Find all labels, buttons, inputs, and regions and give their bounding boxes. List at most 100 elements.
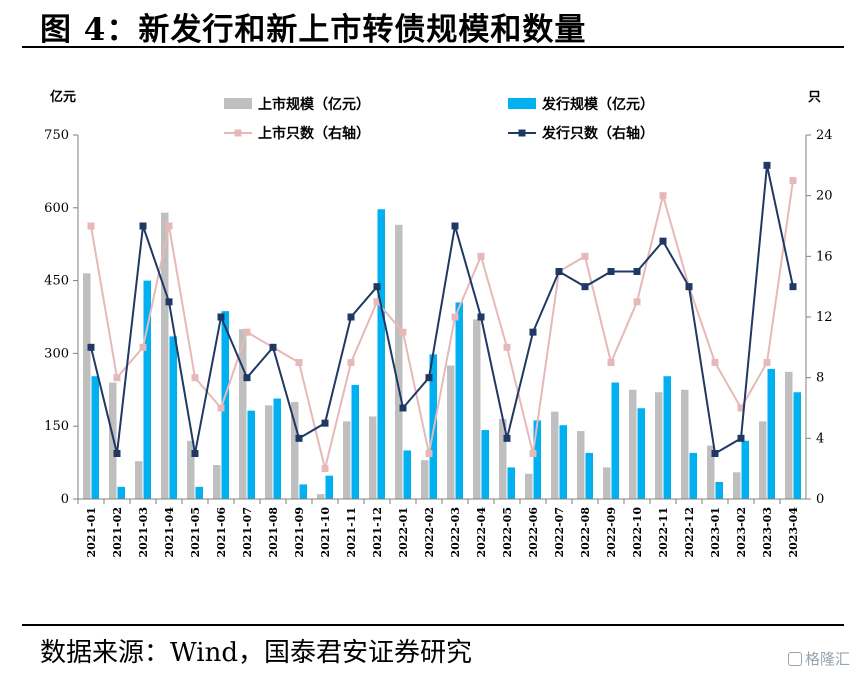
y-right-unit: 只 (808, 90, 821, 105)
marker-listed-count (763, 359, 771, 366)
legend-listed-count-marker (234, 129, 242, 137)
bar-listed-scale (655, 392, 663, 499)
marker-issued-count (477, 313, 485, 321)
bar-listed-scale (291, 401, 299, 499)
x-tick-label: 2023-04 (787, 507, 800, 558)
x-tick-label: 2021-12 (371, 507, 384, 558)
bar-issued-scale (559, 425, 567, 499)
bar-issued-scale (169, 336, 177, 499)
bar-listed-scale (187, 440, 195, 499)
marker-issued-count (607, 268, 615, 275)
bar-issued-scale (91, 376, 99, 499)
marker-listed-count (191, 374, 199, 382)
x-tick-label: 2022-06 (527, 507, 540, 558)
bar-listed-scale (447, 365, 455, 499)
top-rule (22, 46, 844, 48)
marker-listed-count (139, 343, 147, 351)
legend-issued-count-marker (518, 129, 526, 137)
x-tick-label: 2022-09 (605, 507, 618, 558)
marker-issued-count (269, 343, 277, 351)
marker-listed-count (581, 252, 589, 260)
x-tick-label: 2021-01 (85, 507, 98, 558)
line-listed-count (90, 180, 794, 469)
x-tick-label: 2022-05 (501, 507, 514, 558)
y-right-tick-label: 4 (816, 431, 824, 446)
y-right-tick-label: 8 (816, 371, 824, 386)
y-left-unit: 亿元 (50, 89, 76, 105)
marker-listed-count (789, 177, 797, 184)
x-tick-label: 2021-05 (189, 507, 202, 558)
legend-issued-scale-label: 发行规模（亿元） (541, 96, 654, 113)
marker-issued-count (243, 374, 251, 382)
bar-issued-scale (455, 302, 463, 499)
marker-listed-count (321, 465, 329, 473)
bar-listed-scale (83, 273, 91, 499)
x-tick-label: 2021-02 (111, 507, 124, 558)
watermark-text: 格隆汇 (805, 650, 851, 668)
y-left-tick-label: 750 (44, 128, 69, 143)
marker-issued-count (191, 450, 199, 457)
bar-issued-scale (715, 482, 723, 499)
y-left-tick-label: 450 (44, 274, 69, 289)
marker-listed-count (399, 328, 407, 336)
marker-listed-count (217, 404, 225, 412)
y-right-tick-label: 24 (816, 128, 833, 143)
marker-issued-count (373, 283, 381, 291)
bar-listed-scale (395, 224, 403, 499)
source-note: 数据来源：Wind，国泰君安证券研究 (40, 638, 472, 668)
chart: 上市规模（亿元） 发行规模（亿元） 上市只数（右轴） 发行只数（右轴） 亿元 只 0 1… (44, 89, 832, 558)
marker-issued-count (295, 434, 303, 442)
axes: 0 150 300 450 600 750 0 4 8 12 16 20 24 2021-01 2021-0… (44, 128, 832, 558)
x-tick-label: 2021-08 (267, 507, 280, 558)
legend: 上市规模（亿元） 发行规模（亿元） 上市只数（右轴） 发行只数（右轴） (224, 96, 654, 142)
bar-listed-scale (499, 418, 507, 499)
x-tick-label: 2022-12 (683, 507, 696, 558)
marker-listed-count (87, 222, 95, 230)
marker-issued-count (451, 222, 459, 230)
legend-listed-count-label: 上市只数（右轴） (258, 125, 370, 142)
bar-issued-scale (117, 486, 125, 499)
marker-issued-count (633, 268, 641, 275)
marker-issued-count (165, 298, 173, 306)
marker-issued-count (711, 450, 719, 457)
marker-issued-count (685, 283, 693, 291)
bar-issued-scale (689, 452, 697, 499)
legend-listed-scale-swatch (224, 98, 252, 109)
x-tick-label: 2021-04 (163, 507, 176, 558)
marker-issued-count (763, 161, 771, 169)
bar-issued-scale (533, 420, 541, 499)
bar-listed-scale (213, 465, 221, 499)
line-layer (87, 161, 797, 473)
marker-issued-count (503, 434, 511, 442)
legend-issued-scale-swatch (508, 98, 536, 109)
bar-issued-scale (793, 392, 801, 499)
legend-issued-count-label: 发行只数（右轴） (541, 125, 654, 142)
marker-issued-count (347, 313, 355, 321)
marker-listed-count (607, 359, 615, 366)
legend-listed-scale-label: 上市规模（亿元） (258, 96, 370, 113)
bar-issued-scale (611, 382, 619, 499)
y-right-tick-label: 0 (816, 492, 824, 507)
marker-listed-count (347, 359, 355, 366)
bar-issued-scale (195, 486, 203, 499)
bar-listed-scale (733, 472, 741, 499)
bar-issued-scale (481, 430, 489, 499)
marker-listed-count (243, 328, 251, 336)
marker-issued-count (789, 283, 797, 291)
marker-issued-count (139, 222, 147, 230)
bar-listed-scale (369, 416, 377, 499)
bar-listed-scale (317, 494, 325, 499)
bar-listed-scale (343, 421, 351, 499)
bar-listed-scale (629, 389, 637, 499)
y-right-tick-label: 12 (816, 310, 833, 325)
bar-listed-scale (603, 467, 611, 499)
watermark-icon (788, 652, 802, 666)
bottom-rule (22, 624, 844, 626)
x-tick-label: 2022-10 (631, 507, 644, 558)
bar-listed-scale (161, 212, 169, 500)
y-right-tick-label: 20 (816, 189, 833, 204)
marker-issued-count (217, 313, 225, 321)
marker-listed-count (425, 450, 433, 457)
bar-issued-scale (741, 440, 749, 499)
bar-issued-scale (637, 408, 645, 499)
